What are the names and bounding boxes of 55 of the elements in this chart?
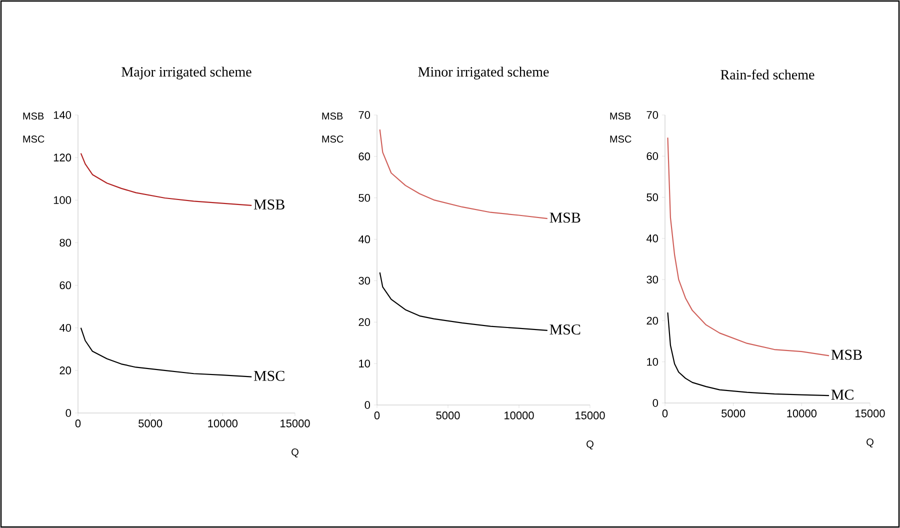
y-tick-label: 20 [60,366,72,374]
y-tick-label: 10 [647,358,658,366]
y-tick-label: 30 [358,276,370,285]
y-tick-label: 0 [652,399,658,407]
y-tick-label: 30 [646,276,658,284]
y-tick-label: 60 [646,152,658,160]
x-tick-label: 15000 [856,410,885,418]
x-tick-label: 5000 [722,410,746,418]
x-tick-label: 10000 [504,412,534,420]
y-tick-label: 100 [54,196,72,204]
y-tick-label: 70 [358,111,370,119]
text: MSB MSC [610,112,632,143]
chart-title: Rain-fed scheme [720,69,814,80]
series-label: MSC [550,324,580,335]
y-tick-label: 20 [646,316,658,325]
chart-title: Major irrigated scheme [122,66,252,80]
x-tick-label: 0 [662,410,668,418]
series-label: MSC [254,370,284,381]
x-axis-title: Q [586,440,594,450]
y-tick-label: 120 [54,154,72,162]
y-tick-label: 50 [646,193,658,202]
x-axis-title: Q [866,438,874,448]
x-tick-label: 10000 [208,420,238,428]
y-tick-label: 50 [358,194,370,202]
chart-title: Minor irrigated scheme [418,66,549,80]
y-tick-label: 40 [358,235,370,244]
series-label: MSB [550,212,580,223]
x-tick-label: 5000 [138,420,162,428]
y-tick-label: 80 [60,238,72,247]
x-tick-label: 0 [75,420,81,428]
y-tick-label: 60 [358,152,370,160]
x-axis-title: Q [292,448,298,458]
y-tick-label: 140 [54,111,72,119]
line-series [379,128,548,220]
y-tick-label: 10 [359,360,370,368]
y-tick-label: 20 [358,318,370,326]
x-tick-label: 0 [374,412,380,420]
line-series [80,327,252,378]
y-tick-label: 60 [60,281,72,290]
y-tick-label: 40 [646,234,658,242]
line-series [379,272,548,331]
series-label: MSB [254,200,284,210]
line-series [667,137,830,356]
text: MSB MSC [23,112,44,143]
y-tick-label: 40 [59,324,72,332]
x-tick-label: 10000 [787,410,817,418]
x-tick-label: 5000 [436,412,460,420]
series-label: MSB [831,350,862,360]
y-tick-label: 0 [364,401,370,409]
x-tick-label: 15000 [576,412,605,420]
text: MSB MSC [322,112,344,143]
line-series [667,312,830,396]
y-tick-label: 70 [646,111,658,119]
series-label: MC [831,390,854,400]
x-tick-label: 15000 [280,420,310,428]
